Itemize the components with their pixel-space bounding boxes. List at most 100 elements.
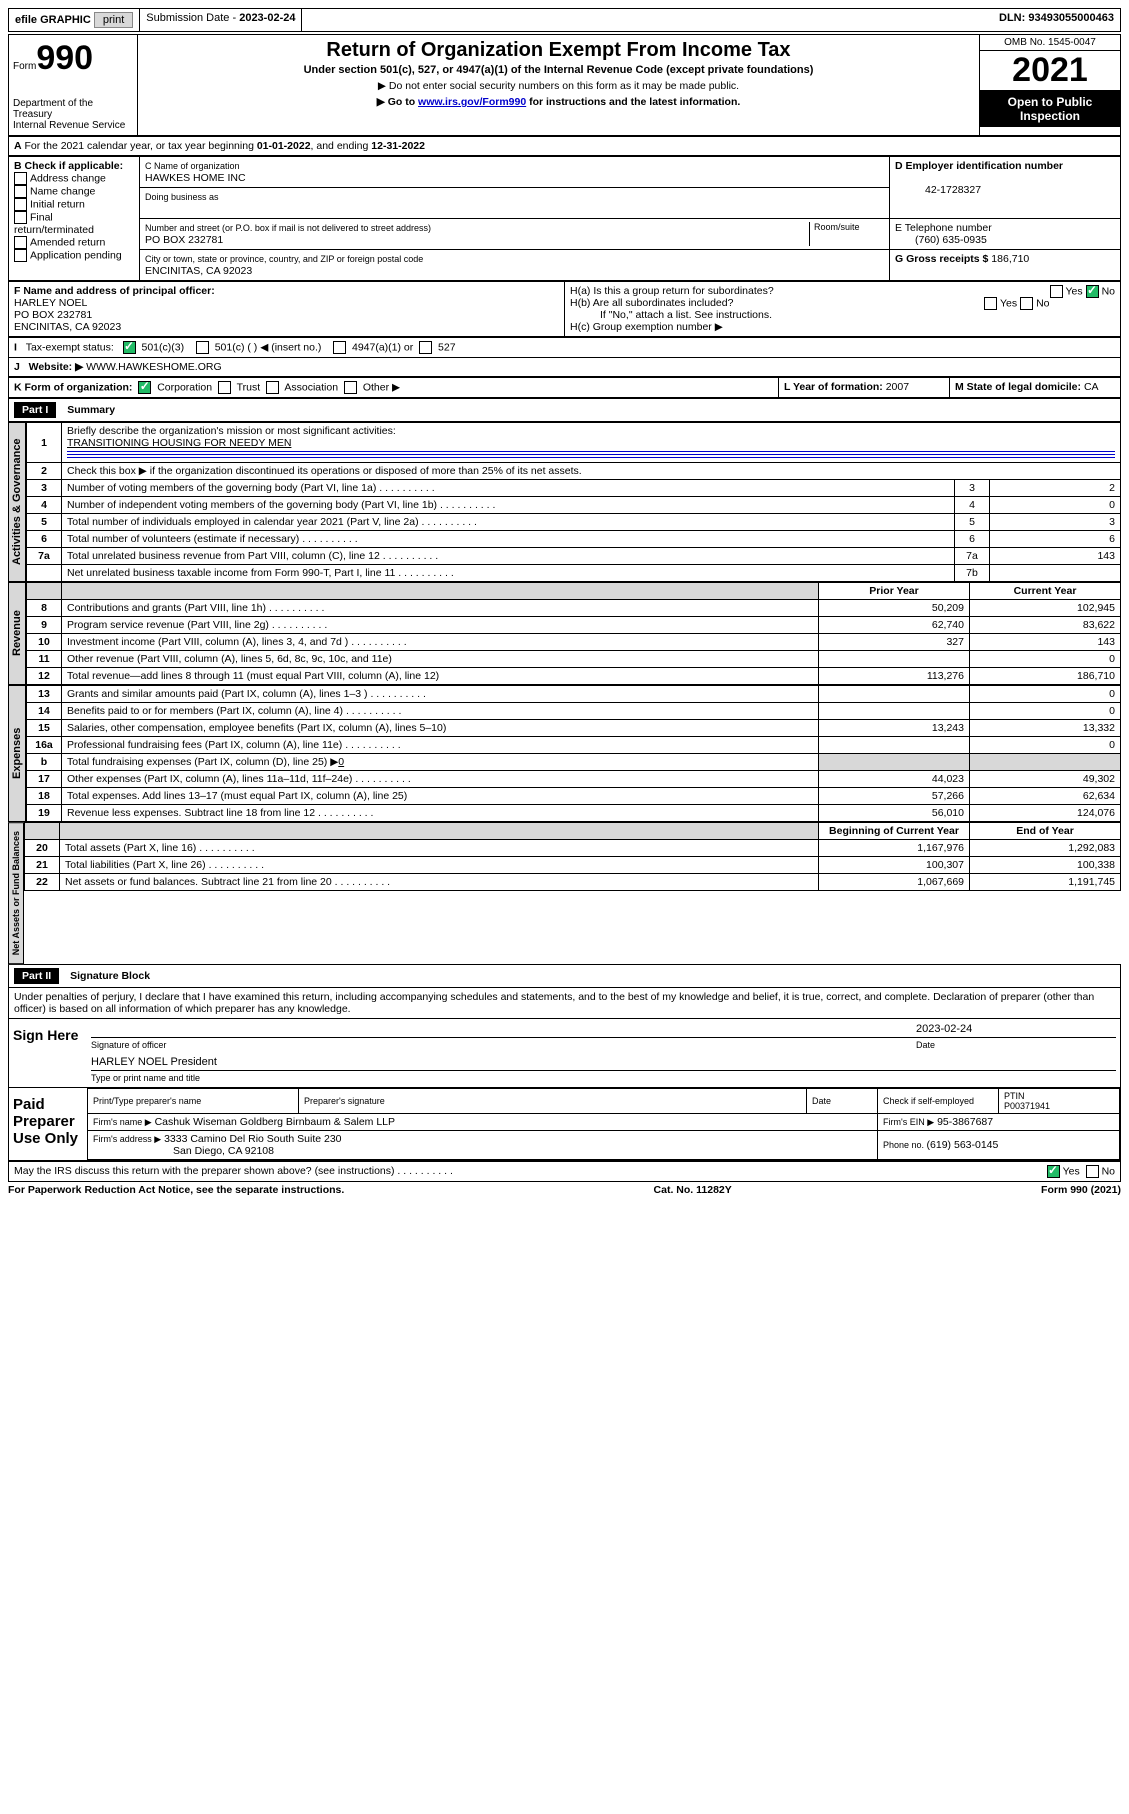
efile-label: efile GRAPHIC print — [9, 9, 140, 31]
line-a: A For the 2021 calendar year, or tax yea… — [9, 137, 1121, 156]
form-number: 990 — [36, 39, 93, 77]
line7a: Total unrelated business revenue from Pa… — [62, 548, 955, 565]
form-label: Form — [13, 61, 36, 72]
state-domicile: M State of legal domicile: CA — [950, 378, 1121, 398]
line6: Total number of volunteers (estimate if … — [62, 531, 955, 548]
checkbox-initial-return[interactable] — [14, 198, 27, 211]
vert-net-assets: Net Assets or Fund Balances — [8, 822, 24, 964]
checkbox-527[interactable] — [419, 341, 432, 354]
checkbox-amended[interactable] — [14, 236, 27, 249]
checkbox-discuss-yes[interactable] — [1047, 1165, 1060, 1178]
line8: Contributions and grants (Part VIII, lin… — [62, 600, 819, 617]
subtitle-2: ▶ Do not enter social security numbers o… — [142, 80, 975, 92]
line3: Number of voting members of the governin… — [62, 480, 955, 497]
checkbox-4947[interactable] — [333, 341, 346, 354]
tax-exempt-row: I Tax-exempt status: 501(c)(3) 501(c) ( … — [9, 338, 1121, 358]
line5: Total number of individuals employed in … — [62, 514, 955, 531]
part1-title: Summary — [59, 404, 115, 416]
line14: Benefits paid to or for members (Part IX… — [62, 703, 819, 720]
checkbox-address-change[interactable] — [14, 172, 27, 185]
prep-sig-label: Preparer's signature — [299, 1089, 807, 1114]
checkbox-trust[interactable] — [218, 381, 231, 394]
ein-cell: D Employer identification number 42-1728… — [890, 157, 1121, 219]
checkbox-pending[interactable] — [14, 249, 27, 262]
form-header: Form990 Department of the Treasury Inter… — [8, 34, 1121, 136]
line13: Grants and similar amounts paid (Part IX… — [62, 686, 819, 703]
line10: Investment income (Part VIII, column (A)… — [62, 634, 819, 651]
line9: Program service revenue (Part VIII, line… — [62, 617, 819, 634]
sig-date: 2023-02-24 — [916, 1023, 1116, 1035]
prep-name-label: Print/Type preparer's name — [88, 1089, 299, 1114]
sign-here-label: Sign Here — [9, 1019, 87, 1087]
checkbox-final-return[interactable] — [14, 211, 27, 224]
line18: Total expenses. Add lines 13–17 (must eq… — [62, 788, 819, 805]
checkbox-name-change[interactable] — [14, 185, 27, 198]
firm-address: Firm's address ▶ 3333 Camino Del Rio Sou… — [88, 1131, 878, 1160]
address-cell: Number and street (or P.O. box if mail i… — [140, 219, 890, 250]
part2-header: Part II — [14, 968, 59, 984]
year-formation: L Year of formation: 2007 — [779, 378, 950, 398]
part2-title: Signature Block — [62, 970, 150, 982]
city-cell: City or town, state or province, country… — [140, 250, 890, 281]
print-button[interactable]: print — [94, 12, 133, 28]
officer-name: HARLEY NOEL President — [91, 1056, 1116, 1068]
subtitle-3: ▶ Go to www.irs.gov/Form990 for instruct… — [142, 96, 975, 108]
sig-officer-label: Signature of officer — [91, 1040, 916, 1050]
firm-name: Firm's name ▶ Cashuk Wiseman Goldberg Bi… — [88, 1114, 878, 1131]
line20: Total assets (Part X, line 16) — [60, 840, 819, 857]
paid-preparer-label: Paid Preparer Use Only — [9, 1088, 87, 1160]
line1-desc: Briefly describe the organization's miss… — [62, 423, 1121, 463]
checkbox-ha-yes[interactable] — [1050, 285, 1063, 298]
irs-link[interactable]: www.irs.gov/Form990 — [418, 96, 526, 108]
open-public-badge: Open to Public Inspection — [980, 91, 1120, 127]
section-h: H(a) Is this a group return for subordin… — [565, 282, 1121, 337]
footer-mid: Cat. No. 11282Y — [654, 1184, 732, 1196]
checkbox-ha-no[interactable] — [1086, 285, 1099, 298]
date-label: Date — [916, 1040, 1116, 1050]
gross-receipts-cell: G Gross receipts $ 186,710 — [890, 250, 1121, 281]
form-org-row: K Form of organization: Corporation Trus… — [9, 378, 779, 398]
line17: Other expenses (Part IX, column (A), lin… — [62, 771, 819, 788]
ptin-cell: PTINP00371941 — [999, 1089, 1120, 1114]
line12: Total revenue—add lines 8 through 11 (mu… — [62, 668, 819, 685]
vert-activities-governance: Activities & Governance — [8, 422, 26, 582]
subtitle-1: Under section 501(c), 527, or 4947(a)(1)… — [142, 64, 975, 76]
checkbox-501c3[interactable] — [123, 341, 136, 354]
checkbox-hb-yes[interactable] — [984, 297, 997, 310]
irs-label: Internal Revenue Service — [13, 120, 133, 131]
submission-date: Submission Date - 2023-02-24 — [140, 9, 302, 31]
dba-cell: Doing business as — [140, 188, 890, 219]
officer-cell: F Name and address of principal officer:… — [9, 282, 565, 337]
org-name-cell: C Name of organization HAWKES HOME INC — [140, 157, 890, 188]
footer: For Paperwork Reduction Act Notice, see … — [8, 1182, 1121, 1196]
checkbox-discuss-no[interactable] — [1086, 1165, 1099, 1178]
discuss-row: May the IRS discuss this return with the… — [9, 1162, 1121, 1182]
line7b: Net unrelated business taxable income fr… — [62, 565, 955, 582]
footer-left: For Paperwork Reduction Act Notice, see … — [8, 1184, 344, 1196]
line15: Salaries, other compensation, employee b… — [62, 720, 819, 737]
form-title: Return of Organization Exempt From Incom… — [142, 39, 975, 62]
vert-revenue: Revenue — [8, 582, 26, 685]
section-b: B Check if applicable: Address change Na… — [9, 157, 140, 281]
prep-date-label: Date — [807, 1089, 878, 1114]
line11: Other revenue (Part VIII, column (A), li… — [62, 651, 819, 668]
footer-right: Form 990 (2021) — [1041, 1184, 1121, 1196]
website-row: J Website: ▶ WWW.HAWKESHOME.ORG — [9, 358, 1121, 377]
line4: Number of independent voting members of … — [62, 497, 955, 514]
phone-cell: E Telephone number (760) 635-0935 — [890, 219, 1121, 250]
checkbox-corp[interactable] — [138, 381, 151, 394]
line16a: Professional fundraising fees (Part IX, … — [62, 737, 819, 754]
omb-number: OMB No. 1545-0047 — [980, 35, 1120, 51]
dln: DLN: 93493055000463 — [993, 9, 1120, 31]
line2: Check this box ▶ if the organization dis… — [62, 463, 1121, 480]
part1-header: Part I — [14, 402, 56, 418]
tax-year: 2021 — [980, 51, 1120, 91]
type-name-label: Type or print name and title — [91, 1073, 1116, 1083]
declaration: Under penalties of perjury, I declare th… — [8, 988, 1121, 1019]
checkbox-501c[interactable] — [196, 341, 209, 354]
checkbox-hb-no[interactable] — [1020, 297, 1033, 310]
checkbox-other[interactable] — [344, 381, 357, 394]
firm-phone: Phone no. (619) 563-0145 — [878, 1131, 1120, 1160]
checkbox-assoc[interactable] — [266, 381, 279, 394]
top-bar: efile GRAPHIC print Submission Date - 20… — [8, 8, 1121, 32]
